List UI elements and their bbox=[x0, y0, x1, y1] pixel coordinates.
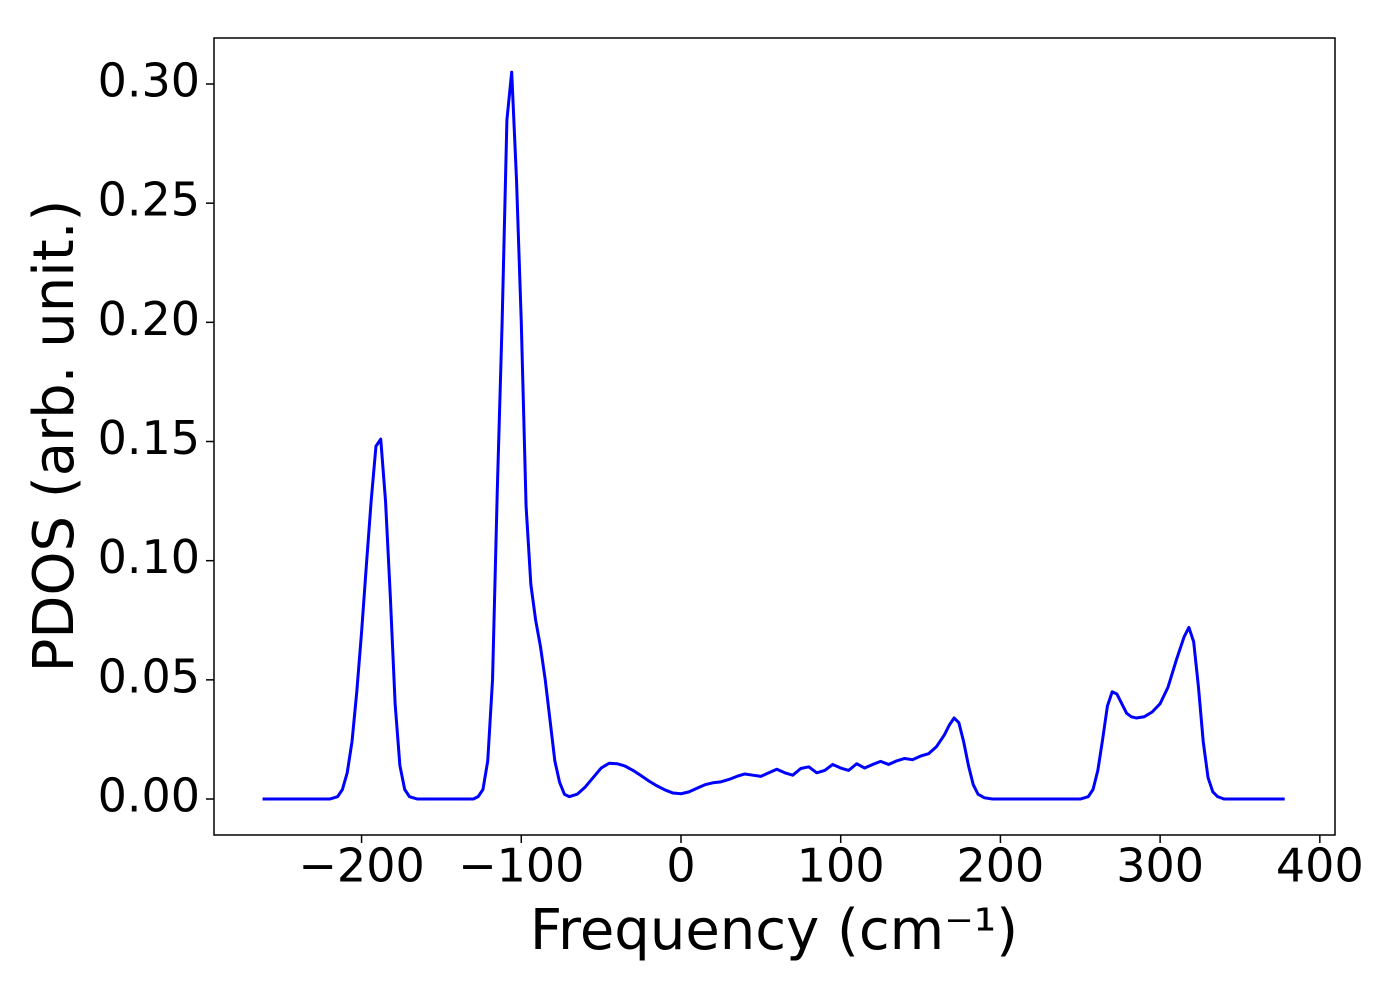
x-tick-label: 400 bbox=[1276, 839, 1364, 893]
y-tick-label: 0.20 bbox=[98, 292, 200, 346]
y-tick-label: 0.25 bbox=[98, 173, 200, 227]
x-tick-label: 100 bbox=[797, 839, 885, 893]
data-line bbox=[262, 70, 1285, 801]
y-axis-label: PDOS (arb. unit.) bbox=[22, 200, 87, 673]
x-tick-label: −100 bbox=[458, 839, 584, 893]
x-tick-label: 0 bbox=[666, 839, 695, 893]
y-tick-label: 0.30 bbox=[98, 53, 200, 107]
y-tick-label: 0.10 bbox=[98, 530, 200, 584]
x-tick-label: 200 bbox=[957, 839, 1045, 893]
y-tick-label: 0.15 bbox=[98, 411, 200, 465]
x-axis-label: Frequency (cm⁻¹) bbox=[530, 898, 1018, 963]
y-tick-label: 0.05 bbox=[98, 649, 200, 703]
y-tick-label: 0.00 bbox=[98, 769, 200, 823]
x-tick-label: −200 bbox=[298, 839, 424, 893]
plot-frame bbox=[213, 37, 1336, 836]
x-tick-label: 300 bbox=[1116, 839, 1204, 893]
